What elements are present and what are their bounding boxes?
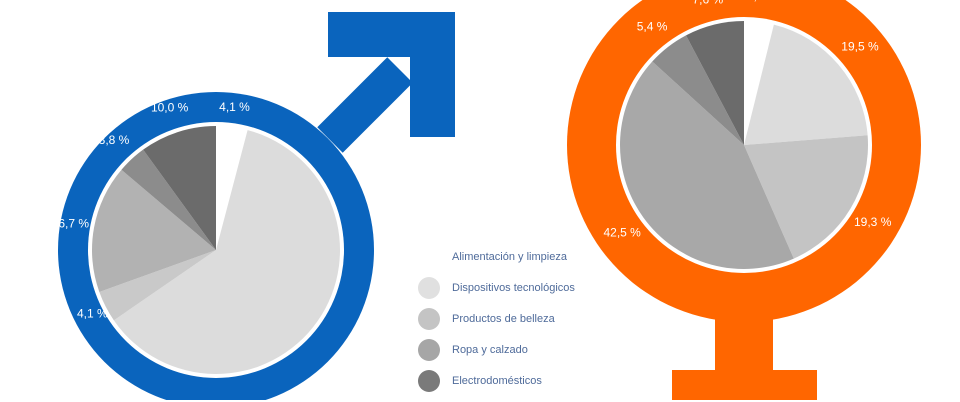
pie-slice (744, 21, 774, 145)
pie-slice (685, 21, 744, 145)
pie-slice (113, 130, 340, 374)
legend-label: Alimentación y limpieza (452, 251, 567, 263)
legend-item: Electrodomésticos (418, 370, 618, 392)
pie-slice (91, 169, 216, 293)
legend-swatch (418, 308, 440, 330)
legend-swatch (418, 246, 440, 268)
slice-label: 10,0 % (151, 100, 189, 114)
female-pie: 3,8 % 19,5 % 19,3 % 42,5 % 5,4 % 7,6 % (603, 0, 892, 269)
pie-slice (99, 250, 216, 321)
legend-label: Ropa y calzado (452, 344, 528, 356)
legend-label: Productos de belleza (452, 313, 555, 325)
legend-item: Alimentación y limpieza (418, 246, 618, 268)
pie-slice (744, 24, 868, 146)
slice-label: 3,8 % (99, 133, 130, 147)
legend-swatch (418, 277, 440, 299)
slice-label: 4,1 % (219, 100, 250, 114)
male-arrow-shaft (317, 57, 413, 153)
male-arrow-head (328, 12, 455, 137)
male-pie: 4,1 % 4,1 % 16,7 % 3,8 % 10,0 % (52, 100, 340, 374)
pie-slice (744, 135, 868, 259)
legend-item: Productos de belleza (418, 308, 618, 330)
legend-label: Dispositivos tecnológicos (452, 282, 575, 294)
female-cross-bar (672, 370, 817, 400)
legend-swatch (418, 370, 440, 392)
pie-slice (216, 126, 248, 250)
slice-label: 19,5 % (841, 40, 879, 54)
pie-slice (143, 126, 216, 250)
legend: Alimentación y limpieza Dispositivos tec… (418, 246, 618, 402)
legend-label: Electrodomésticos (452, 375, 542, 387)
legend-item: Ropa y calzado (418, 339, 618, 361)
legend-swatch (418, 339, 440, 361)
pie-slice (652, 35, 744, 145)
slice-label: 4,1 % (77, 306, 108, 320)
slice-label: 5,4 % (637, 19, 668, 33)
slice-label: 19,3 % (854, 215, 892, 229)
slice-label: 16,7 % (52, 217, 90, 231)
pie-slice (619, 61, 794, 269)
slice-label: 42,5 % (603, 226, 641, 240)
slice-label: 3,8 % (747, 0, 778, 3)
slice-label: 7,6 % (693, 0, 724, 6)
legend-item: Dispositivos tecnológicos (418, 277, 618, 299)
pie-slice (121, 149, 216, 250)
